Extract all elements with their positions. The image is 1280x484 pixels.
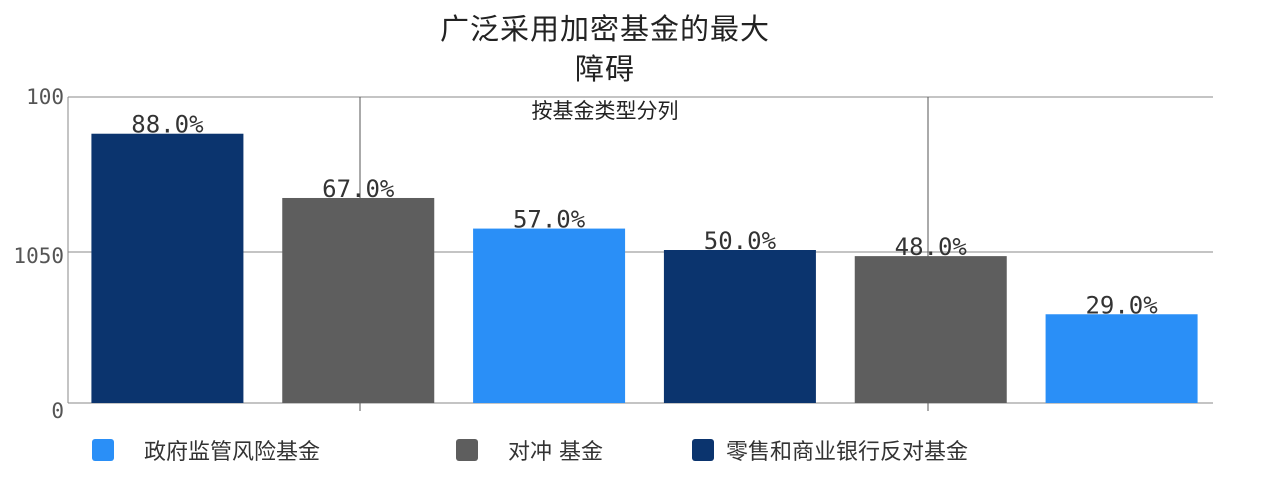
y-tick-label-1: 1050 bbox=[13, 244, 64, 268]
bar-1 bbox=[282, 197, 435, 403]
data-label-4: 48.0% bbox=[895, 233, 968, 261]
chart-title-line2: 障碍 bbox=[574, 52, 635, 86]
legend-swatch-2 bbox=[692, 439, 714, 461]
legend-label-1: 对冲 基金 bbox=[508, 440, 603, 465]
plot-area: 100 1050 0 88.0% 67.0% 57.0% 50.0% 48.0% 29.0% bbox=[13, 85, 1213, 423]
chart-title-line1: 广泛采用加密基金的最大 bbox=[439, 12, 770, 46]
legend-label-2: 零售和商业银行反对基金 bbox=[726, 440, 969, 465]
y-tick-label-2: 0 bbox=[51, 399, 64, 423]
data-label-2: 57.0% bbox=[513, 206, 586, 234]
data-label-1: 67.0% bbox=[322, 175, 395, 203]
legend-item-0: 政府监管风险基金 bbox=[92, 434, 320, 466]
data-label-3: 50.0% bbox=[704, 227, 777, 255]
data-label-0: 88.0% bbox=[131, 111, 204, 139]
legend-item-2: 零售和商业银行反对基金 bbox=[692, 434, 968, 466]
y-tick-label-0: 100 bbox=[26, 85, 64, 109]
bar-5 bbox=[1045, 314, 1198, 403]
data-label-5: 29.0% bbox=[1085, 291, 1158, 319]
chart-subtitle: 按基金类型分列 bbox=[531, 99, 679, 123]
legend-label-0: 政府监管风险基金 bbox=[144, 440, 321, 465]
legend-swatch-1 bbox=[456, 439, 478, 461]
bar-0 bbox=[91, 133, 244, 403]
bar-4 bbox=[854, 256, 1007, 403]
bar-3 bbox=[663, 250, 816, 403]
bar-2 bbox=[473, 228, 626, 403]
legend-swatch-0 bbox=[92, 439, 114, 461]
legend-item-1: 对冲 基金 bbox=[456, 434, 603, 466]
